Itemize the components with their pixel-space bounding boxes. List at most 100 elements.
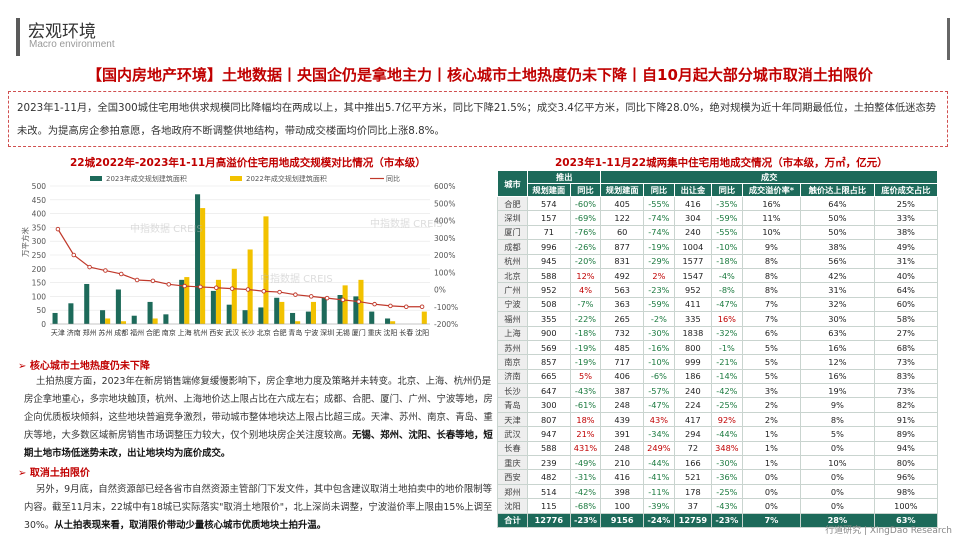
watermark-text: 中指数据 CREIS xyxy=(130,222,203,235)
value-cell: 12776 xyxy=(527,512,571,529)
value-cell: 5% xyxy=(741,368,802,385)
bar-2023 xyxy=(337,295,343,324)
value-cell: 569 xyxy=(527,339,571,356)
value-cell: -20% xyxy=(569,253,602,269)
th-col: 规划建面 xyxy=(527,183,571,197)
land-transaction-table-wrap: 城市 推出 成交 规划建面 同比 规划建面 同比 出让金 同比 成交溢价率* 触价达上限占比底… xyxy=(497,170,939,529)
city-cell: 合肥 xyxy=(497,195,528,212)
table-row: 上海 900 -18% 732 -30% 1838 -32% 6% 63% 27% xyxy=(497,325,939,341)
value-cell: -59% xyxy=(710,210,743,226)
yoy-point xyxy=(324,295,330,301)
x-tick-label: 郑州 xyxy=(83,329,97,337)
value-cell: 100 xyxy=(600,498,644,514)
value-cell: 857 xyxy=(527,354,571,370)
x-tick-label: 沈阳 xyxy=(383,328,397,337)
th-col: 规划建面 xyxy=(600,183,644,197)
table-row: 济南 665 5% 406 -6% 186 -14% 5% 16% 83% xyxy=(497,368,939,385)
value-cell: -26% xyxy=(569,239,602,255)
value-cell: 210 xyxy=(600,455,644,471)
value-cell: 6% xyxy=(741,325,802,341)
y-right-tick-label: 600% xyxy=(434,182,455,191)
bar-2022 xyxy=(215,279,221,324)
section1-paragraph: 土拍热度方面，2023年在新房销售端修复缓慢影响下，房企拿地力度及策略并未转变。… xyxy=(24,373,494,463)
y-left-axis-label: 万平方米 xyxy=(20,227,30,257)
value-cell: 122 xyxy=(600,210,644,226)
y-right-tick-label: 100% xyxy=(434,268,455,277)
value-cell: -19% xyxy=(642,239,675,255)
yoy-point xyxy=(388,303,393,309)
value-cell: -2% xyxy=(642,311,675,327)
value-cell: 31% xyxy=(873,253,939,269)
value-cell: 8% xyxy=(741,267,802,284)
value-cell: -30% xyxy=(710,455,743,471)
value-cell: -49% xyxy=(569,455,602,471)
value-cell: 178 xyxy=(673,483,712,500)
value-cell: -39% xyxy=(642,498,675,514)
y-right-tick-label: -100% xyxy=(434,303,458,312)
city-cell: 上海 xyxy=(497,325,528,341)
value-cell: -31% xyxy=(569,469,602,485)
value-cell: 877 xyxy=(600,239,644,255)
city-cell: 青岛 xyxy=(497,397,528,413)
value-cell: 5% xyxy=(741,354,802,370)
bar-2022 xyxy=(105,318,111,324)
value-cell: 80% xyxy=(873,455,939,471)
value-cell: -57% xyxy=(642,383,675,399)
value-cell: 294 xyxy=(673,426,712,442)
value-cell: 7% xyxy=(741,311,802,327)
value-cell: 40% xyxy=(873,267,939,284)
value-cell: 8% xyxy=(741,253,802,269)
bar-2023 xyxy=(163,314,169,324)
value-cell: 60% xyxy=(873,296,939,313)
city-cell: 厦门 xyxy=(497,224,528,241)
value-cell: 665 xyxy=(527,368,571,385)
value-cell: 8% xyxy=(800,411,875,428)
bar-2022 xyxy=(421,311,427,324)
th-supply: 推出 xyxy=(526,170,602,184)
section2-heading: ➢ 取消土拍限价 xyxy=(18,464,90,479)
x-tick-label: 天津 xyxy=(51,329,65,337)
x-tick-label: 合肥 xyxy=(146,328,160,337)
value-cell: -19% xyxy=(569,354,602,370)
value-cell: 900 xyxy=(527,325,571,341)
value-cell: 1% xyxy=(741,440,802,457)
value-cell: 98% xyxy=(873,483,939,500)
value-cell: -34% xyxy=(642,426,675,442)
y-left-tick-label: 450 xyxy=(32,196,47,205)
value-cell: -23% xyxy=(642,282,675,298)
value-cell: -43% xyxy=(710,498,743,514)
value-cell: -4% xyxy=(710,267,743,284)
value-cell: 18% xyxy=(569,411,602,428)
value-cell: 9% xyxy=(800,397,875,413)
value-cell: 0% xyxy=(800,483,875,500)
value-cell: 485 xyxy=(600,339,644,356)
value-cell: 60 xyxy=(600,224,644,241)
value-cell: -14% xyxy=(710,368,743,385)
value-cell: -6% xyxy=(642,368,675,385)
section2-title: 取消土拍限价 xyxy=(29,468,90,479)
header-accent-bar xyxy=(16,18,20,56)
yoy-point xyxy=(340,297,346,303)
value-cell: 0% xyxy=(800,498,875,514)
y-left-tick-label: 500 xyxy=(32,182,47,191)
table-row: 合肥 574 -60% 405 -55% 416 -35% 16% 64% 25% xyxy=(497,195,939,212)
value-cell: 2% xyxy=(741,411,802,428)
bar-2022 xyxy=(120,321,126,324)
value-cell: 732 xyxy=(600,325,644,341)
bullet-arrow-icon: ➢ xyxy=(18,361,30,372)
value-cell: -47% xyxy=(710,296,743,313)
table-total-row: 合计 12776 -23% 9156 -24% 12759 -23% 7% 28% 63% xyxy=(497,512,939,529)
yoy-point xyxy=(372,301,377,307)
value-cell: 588 xyxy=(527,267,571,284)
yoy-point xyxy=(213,285,219,291)
city-cell: 重庆 xyxy=(497,455,528,471)
value-cell: 947 xyxy=(527,426,571,442)
value-cell: 32% xyxy=(800,296,875,313)
value-cell: -11% xyxy=(642,483,675,500)
table-row: 成都 996 -26% 877 -19% 1004 -10% 9% 38% 49% xyxy=(497,239,939,255)
value-cell: 0% xyxy=(741,469,802,485)
value-cell: 406 xyxy=(600,368,644,385)
value-cell: 239 xyxy=(527,455,571,471)
value-cell: -16% xyxy=(642,339,675,356)
value-cell: -21% xyxy=(710,354,743,370)
